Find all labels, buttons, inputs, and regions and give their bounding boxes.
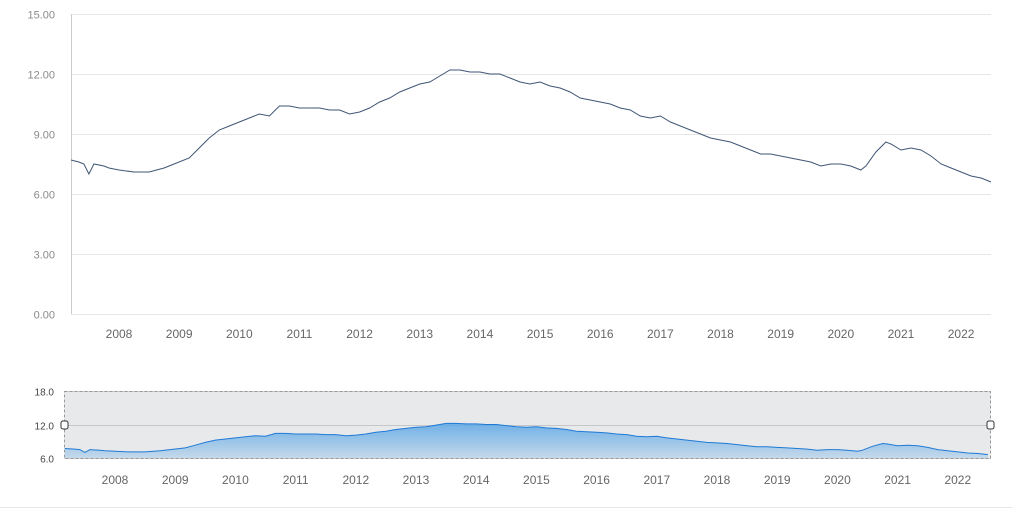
x-tick-label: 2021 — [888, 327, 915, 341]
navigator-x-tick-label: 2015 — [523, 473, 550, 487]
navigator-series — [64, 422, 988, 458]
navigator-x-tick-label: 2017 — [643, 473, 670, 487]
x-tick-label: 2014 — [467, 327, 494, 341]
navigator-y-tick-label: 12.0 — [35, 422, 55, 433]
navigator-left-handle[interactable] — [60, 420, 69, 430]
navigator-y-tick-labels: 6.0 12.0 18.0 — [35, 388, 55, 466]
navigator-x-tick-label: 2021 — [884, 473, 911, 487]
main-x-tick-labels: 2008 2009 2010 2011 2012 2013 2014 2015 2016 2017… — [106, 327, 975, 341]
navigator-x-tick-label: 2011 — [283, 473, 309, 487]
navigator-x-tick-label: 2022 — [944, 473, 971, 487]
y-tick-label: 9.00 — [34, 130, 55, 142]
navigator-x-tick-label: 2020 — [824, 473, 851, 487]
y-tick-label: 3.00 — [34, 250, 55, 262]
x-tick-label: 2012 — [346, 327, 373, 341]
y-tick-label: 0.00 — [34, 310, 55, 322]
navigator-x-tick-label: 2018 — [704, 473, 731, 487]
x-tick-label: 2009 — [166, 327, 193, 341]
x-tick-label: 2015 — [527, 327, 554, 341]
navigator-x-tick-label: 2008 — [102, 473, 129, 487]
x-tick-label: 2010 — [226, 327, 253, 341]
x-tick-label: 2017 — [647, 327, 674, 341]
y-tick-label: 15.00 — [27, 10, 55, 22]
y-tick-label: 12.00 — [27, 70, 55, 82]
x-tick-label: 2016 — [587, 327, 614, 341]
navigator-line — [64, 422, 988, 456]
navigator-x-tick-label: 2016 — [583, 473, 610, 487]
x-tick-label: 2018 — [707, 327, 734, 341]
navigator-right-handle[interactable] — [986, 420, 995, 430]
navigator-x-tick-label: 2012 — [342, 473, 369, 487]
navigator-x-tick-label: 2019 — [764, 473, 791, 487]
x-tick-label: 2008 — [106, 327, 133, 341]
x-tick-label: 2020 — [827, 327, 854, 341]
navigator-x-tick-label: 2014 — [463, 473, 490, 487]
main-y-tick-labels: 0.00 3.00 6.00 9.00 12.00 15.00 — [27, 10, 55, 322]
navigator-y-tick-label: 6.0 — [40, 455, 54, 466]
navigator-y-tick-label: 18.0 — [35, 388, 55, 399]
x-tick-label: 2013 — [406, 327, 433, 341]
navigator-x-tick-label: 2010 — [222, 473, 249, 487]
y-tick-label: 6.00 — [34, 190, 55, 202]
x-tick-label: 2022 — [948, 327, 975, 341]
navigator-area — [64, 423, 988, 458]
x-tick-label: 2011 — [287, 327, 313, 341]
navigator-x-tick-label: 2013 — [403, 473, 430, 487]
series-line — [70, 69, 992, 183]
navigator-x-tick-labels: 2008 2009 2010 2011 2012 2013 2014 2015 2016 2017… — [102, 473, 972, 487]
navigator-x-tick-label: 2009 — [162, 473, 189, 487]
main-plot-area — [70, 69, 992, 183]
x-tick-label: 2019 — [767, 327, 794, 341]
main-gridlines — [71, 14, 991, 315]
